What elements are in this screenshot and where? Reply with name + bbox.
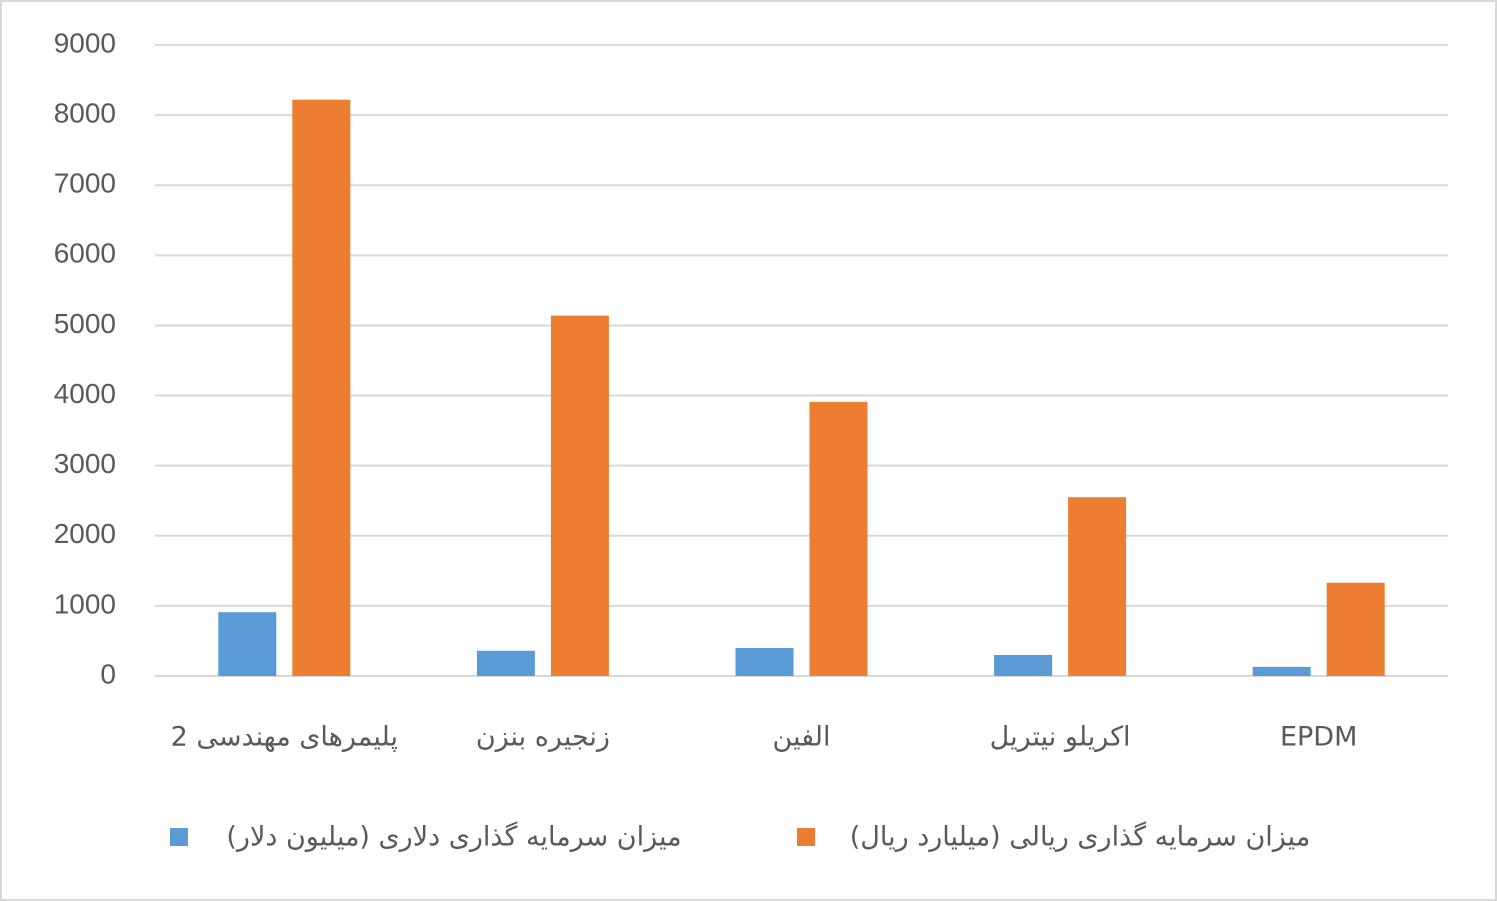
y-tick-label: 8000 xyxy=(54,98,116,129)
bar xyxy=(735,647,794,676)
legend-label: میزان سرمایه گذاری دلاری (میلیون دلار) xyxy=(226,821,681,853)
bar xyxy=(1252,666,1311,676)
y-tick-label: 5000 xyxy=(54,308,116,339)
bar xyxy=(218,612,277,676)
bar xyxy=(292,99,351,677)
y-tick-label: 0 xyxy=(100,658,116,689)
bar xyxy=(809,401,868,676)
x-tick-label: پلیمرهای مهندسی 2 xyxy=(171,722,398,753)
x-tick-label: الفین xyxy=(772,722,830,753)
x-tick-label: EPDM xyxy=(1280,722,1357,753)
x-tick-label: زنجیره بنزن xyxy=(476,722,610,753)
bar xyxy=(1068,497,1127,676)
y-tick-label: 9000 xyxy=(54,27,116,58)
bar xyxy=(994,654,1053,676)
y-tick-label: 7000 xyxy=(54,168,116,199)
bar xyxy=(1326,582,1385,676)
y-tick-label: 4000 xyxy=(54,378,116,409)
x-tick-label: اکریلو نیتریل xyxy=(990,722,1131,753)
y-tick-label: 6000 xyxy=(54,238,116,269)
legend-label: میزان سرمایه گذاری ریالی (میلیارد ریال) xyxy=(850,821,1311,853)
y-tick-label: 3000 xyxy=(54,448,116,479)
bar xyxy=(476,650,535,676)
bar xyxy=(550,315,609,676)
legend-swatch xyxy=(170,828,188,846)
legend-swatch xyxy=(797,828,815,846)
y-tick-label: 1000 xyxy=(54,588,116,619)
y-tick-label: 2000 xyxy=(54,518,116,549)
